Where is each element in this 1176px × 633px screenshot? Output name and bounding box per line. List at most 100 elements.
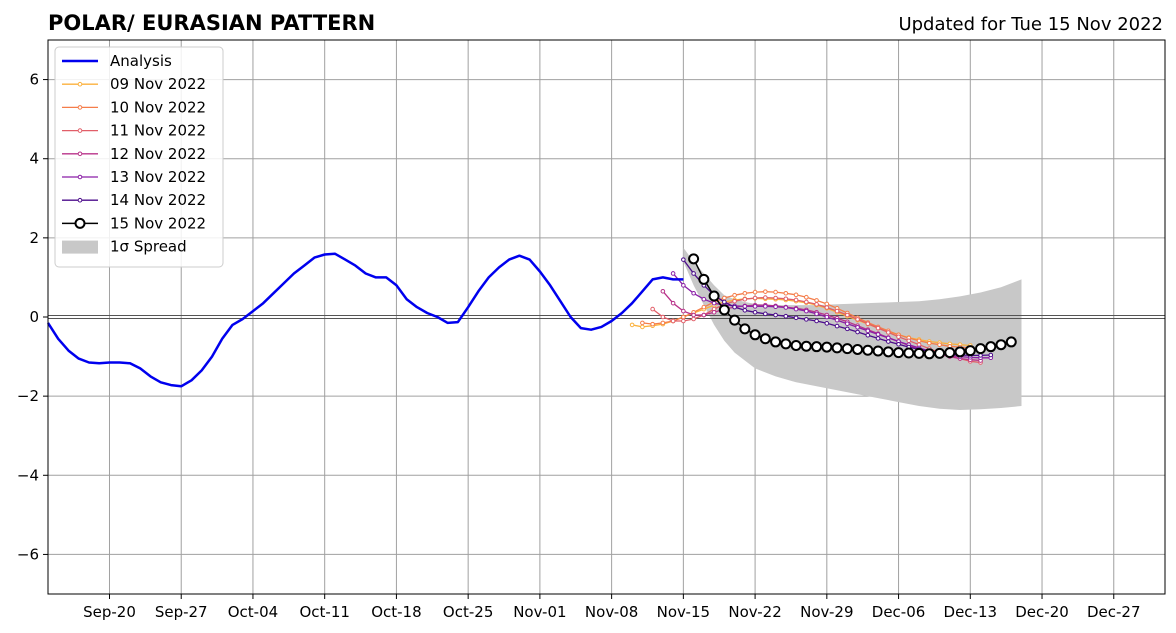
series-layer [46, 252, 1017, 388]
x-tick-label: Oct-18 [371, 603, 421, 621]
series-point [964, 345, 976, 357]
series-point [793, 297, 799, 303]
series-point [711, 300, 717, 306]
series-point [742, 290, 748, 296]
series-point [913, 347, 925, 359]
series-point [896, 334, 901, 340]
series-point [732, 304, 737, 310]
x-tick-label: Dec-20 [1015, 603, 1069, 621]
y-tick-label: 6 [29, 71, 39, 89]
x-tick-label: Dec-27 [1087, 603, 1141, 621]
x-tick-label: Nov-08 [585, 603, 638, 621]
legend: Analysis 09 Nov 2022 10 Nov 2022 11 Nov 202… [54, 46, 224, 268]
series-point [865, 321, 871, 327]
series-point [752, 289, 758, 295]
legend-items: Analysis 09 Nov 2022 10 Nov 2022 11 Nov 202… [62, 52, 206, 256]
series-line [46, 252, 684, 388]
series-point [886, 330, 891, 335]
series-point [934, 347, 946, 359]
series-point [670, 318, 676, 324]
x-tick-label: Oct-25 [443, 603, 493, 621]
legend-swatch [62, 105, 98, 110]
series-point [681, 318, 686, 324]
series-point [650, 306, 655, 312]
series-point [896, 342, 901, 347]
chart-subtitle: Updated for Tue 15 Nov 2022 [898, 14, 1163, 35]
series-point [954, 346, 966, 358]
series-point [893, 347, 905, 359]
legend-swatch [62, 128, 98, 133]
series-point [793, 292, 799, 298]
series-point [670, 271, 676, 276]
series-point [886, 335, 891, 341]
series-point [886, 339, 891, 344]
series-point [814, 298, 819, 303]
legend-spread-swatch [62, 240, 98, 254]
series-point [1005, 336, 1017, 348]
series-point [752, 295, 758, 301]
series-point [752, 304, 758, 309]
y-axis-ticks: 6 4 2 0 −2 −4 −6 [17, 71, 48, 563]
spread-band-layer [683, 247, 1022, 410]
legend-marker [77, 174, 83, 180]
zero-line-layer [48, 315, 1165, 319]
series-point [845, 326, 850, 332]
series-point [742, 304, 748, 309]
x-axis-ticks: Sep-20 Sep-27 Oct-04 Oct-11 Oct-18 Oct-25 Nov-… [83, 594, 1141, 621]
series-point [691, 312, 696, 318]
series-point [742, 296, 748, 302]
legend-swatch [62, 240, 98, 254]
legend-label: 14 Nov 2022 [110, 191, 206, 209]
y-tick-label: −6 [17, 545, 39, 563]
x-tick-label: Nov-01 [513, 603, 566, 621]
x-tick-label: Dec-06 [872, 603, 926, 621]
series-point [773, 295, 778, 301]
series-point [852, 343, 864, 355]
series-point [790, 339, 802, 351]
series-point [701, 304, 707, 310]
series-point [804, 317, 809, 322]
y-tick-label: −2 [17, 387, 39, 405]
series-point [834, 317, 840, 323]
series-point [995, 339, 1007, 351]
series-point [691, 316, 696, 322]
legend-label: 1σ Spread [110, 238, 187, 256]
series-point [800, 340, 812, 352]
series-point [855, 329, 860, 335]
series-point [834, 323, 840, 329]
series-point [773, 304, 778, 310]
series-point [944, 347, 956, 359]
series-point [752, 309, 758, 315]
series-point [814, 311, 819, 317]
series-point [783, 290, 789, 296]
series-point [804, 299, 809, 305]
series-point [691, 271, 696, 276]
series-point [916, 338, 922, 344]
series-point [862, 344, 874, 356]
series-point [875, 336, 881, 341]
series-point [688, 253, 700, 265]
series-point [681, 308, 686, 314]
series-point [780, 338, 792, 350]
series-point [742, 307, 748, 313]
series-point [708, 290, 720, 302]
legend-marker [77, 128, 83, 133]
series-point [872, 345, 884, 357]
series-point [770, 336, 782, 348]
legend-swatch [62, 151, 98, 157]
legend-label: 09 Nov 2022 [110, 75, 206, 93]
spread-band [683, 247, 1022, 410]
legend-marker [77, 81, 83, 87]
series-point [927, 340, 932, 346]
x-tick-label: Nov-29 [800, 603, 853, 621]
series-point [845, 312, 850, 318]
series-point [875, 325, 881, 331]
legend-marker [77, 151, 83, 157]
series-point [722, 295, 727, 301]
legend-label: 11 Nov 2022 [110, 122, 206, 140]
series-0 [46, 252, 684, 388]
chart-title: POLAR/ EURASIAN PATTERN [48, 11, 375, 35]
legend-swatch [62, 217, 98, 229]
y-tick-label: 2 [29, 229, 39, 247]
series-point [732, 298, 737, 304]
